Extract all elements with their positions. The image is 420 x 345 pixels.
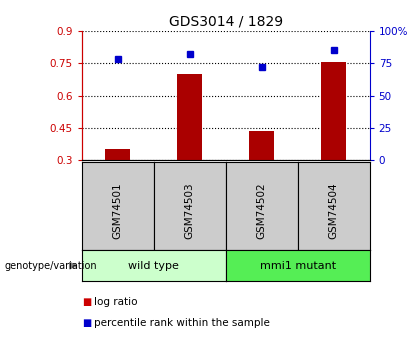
- Text: GSM74502: GSM74502: [257, 182, 267, 239]
- Text: GSM74501: GSM74501: [113, 182, 123, 239]
- Text: ■: ■: [82, 297, 91, 307]
- Bar: [321, 62, 346, 160]
- Text: genotype/variation: genotype/variation: [4, 261, 97, 270]
- Bar: [105, 149, 131, 160]
- Bar: [249, 131, 274, 160]
- Text: wild type: wild type: [129, 261, 179, 270]
- Text: mmi1 mutant: mmi1 mutant: [260, 261, 336, 270]
- Text: percentile rank within the sample: percentile rank within the sample: [94, 318, 270, 328]
- Text: log ratio: log ratio: [94, 297, 138, 307]
- Text: GSM74504: GSM74504: [328, 182, 339, 239]
- Text: GSM74503: GSM74503: [185, 182, 195, 239]
- Bar: [177, 74, 202, 160]
- Title: GDS3014 / 1829: GDS3014 / 1829: [169, 14, 283, 29]
- Text: ■: ■: [82, 318, 91, 328]
